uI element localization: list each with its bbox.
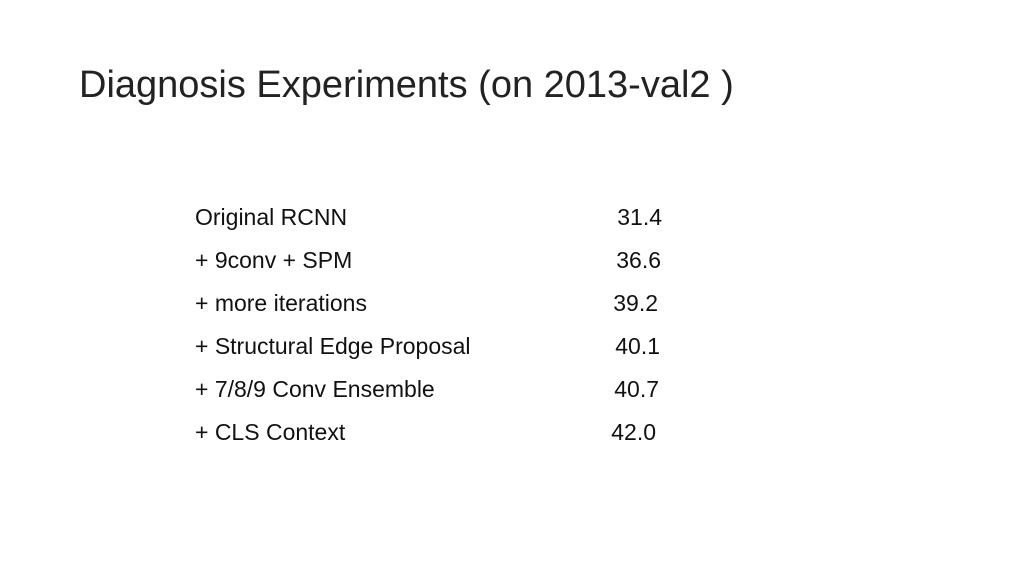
result-label: + 9conv + SPM [195, 247, 353, 273]
slide-title: Diagnosis Experiments (on 2013-val2 ) [79, 64, 734, 106]
result-value: 40.1 [615, 333, 660, 359]
result-row: Original RCNN 31.4 [195, 199, 675, 242]
result-row: + 9conv + SPM 36.6 [195, 242, 675, 285]
result-label: + CLS Context [195, 419, 346, 445]
result-label: + Structural Edge Proposal [195, 333, 471, 359]
result-value: 36.6 [616, 247, 661, 273]
result-label: Original RCNN [195, 204, 348, 230]
result-row: + CLS Context 42.0 [195, 414, 675, 457]
results-list: Original RCNN 31.4 + 9conv + SPM 36.6 + … [195, 199, 675, 457]
result-row: + Structural Edge Proposal 40.1 [195, 328, 675, 371]
result-row: + 7/8/9 Conv Ensemble 40.7 [195, 371, 675, 414]
result-value: 31.4 [617, 204, 662, 230]
result-label: + 7/8/9 Conv Ensemble [195, 376, 435, 402]
result-row: + more iterations 39.2 [195, 285, 675, 328]
result-value: 42.0 [611, 419, 656, 445]
result-value: 39.2 [613, 290, 658, 316]
result-value: 40.7 [614, 376, 659, 402]
result-label: + more iterations [195, 290, 367, 316]
